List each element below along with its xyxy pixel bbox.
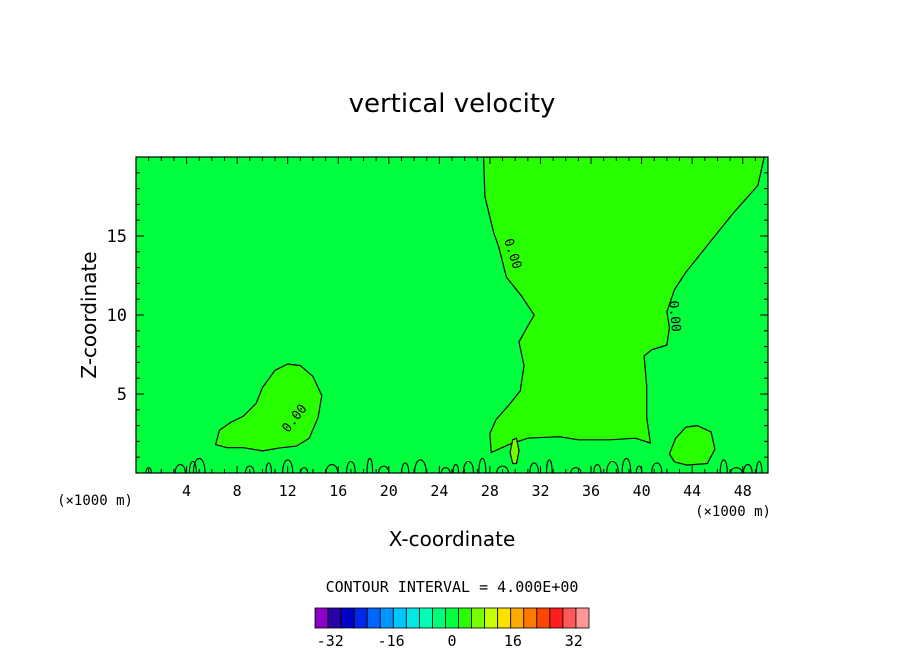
contour-wiggle bbox=[346, 460, 356, 473]
contour-region-right-bump bbox=[668, 424, 716, 466]
contour-wiggle bbox=[188, 460, 197, 473]
colorbar-swatch bbox=[353, 607, 368, 629]
x-tick-label: 44 bbox=[683, 482, 701, 500]
x-tick-label: 28 bbox=[481, 482, 499, 500]
colorbar-swatch bbox=[497, 607, 512, 629]
colorbar-swatch bbox=[418, 607, 433, 629]
contour-wiggle bbox=[265, 462, 273, 473]
contour-wiggle bbox=[244, 465, 255, 473]
contour-wiggle bbox=[366, 457, 374, 473]
contour-wiggle bbox=[742, 464, 753, 473]
contour-wiggle bbox=[570, 467, 582, 473]
x-unit-right: (×1000 m) bbox=[695, 504, 771, 520]
x-axis-label: X-coordinate bbox=[389, 527, 516, 551]
contour-wiggle bbox=[651, 462, 663, 473]
contour-wiggle bbox=[452, 464, 460, 473]
plot-area: 0.000.000.00 bbox=[135, 156, 769, 474]
x-tick-label: 8 bbox=[233, 482, 242, 500]
colorbar-swatch bbox=[392, 607, 407, 629]
colorbar-tick-label: -32 bbox=[317, 632, 344, 650]
colorbar-swatch bbox=[575, 607, 590, 629]
x-tick-label: 32 bbox=[531, 482, 549, 500]
colorbar-swatch bbox=[458, 607, 472, 629]
y-tick-labels: 5 10 15 bbox=[107, 227, 127, 405]
contour-wiggle bbox=[414, 459, 427, 473]
colorbar-swatch bbox=[510, 607, 525, 629]
colorbar-swatch bbox=[471, 607, 486, 629]
contour-wiggle bbox=[462, 460, 475, 473]
contour-wiggle bbox=[145, 467, 152, 473]
colorbar-swatch bbox=[327, 607, 342, 629]
contour-wiggle bbox=[593, 464, 602, 473]
colorbar-tick-label: 16 bbox=[504, 632, 522, 650]
colorbar-swatch bbox=[379, 607, 394, 629]
x-tick-label: 24 bbox=[430, 482, 448, 500]
contour-wiggle bbox=[606, 460, 619, 473]
y-tick-label: 5 bbox=[117, 385, 127, 405]
colorbar-swatch bbox=[445, 607, 459, 629]
colorbar-swatch bbox=[549, 607, 564, 629]
x-tick-label: 4 bbox=[182, 482, 191, 500]
x-unit-left: (×1000 m) bbox=[57, 493, 133, 509]
x-tick-label: 12 bbox=[279, 482, 297, 500]
y-tick-label: 10 bbox=[107, 306, 127, 326]
colorbar-swatch bbox=[536, 607, 551, 629]
colorbar-tick-label: -16 bbox=[378, 632, 405, 650]
contour-wiggle bbox=[755, 460, 763, 473]
colorbar-tick-label: 0 bbox=[447, 632, 456, 650]
x-tick-label: 48 bbox=[734, 482, 752, 500]
colorbar-swatch bbox=[484, 607, 499, 629]
x-tick-label: 16 bbox=[329, 482, 347, 500]
contour-wiggle bbox=[496, 465, 509, 473]
colorbar-swatch bbox=[405, 607, 420, 629]
contour-region-updraft-column bbox=[482, 157, 765, 454]
colorbar-swatch bbox=[562, 607, 577, 629]
contour-wiggle bbox=[621, 457, 632, 473]
contour-wiggle bbox=[719, 459, 728, 473]
colorbar-tick-label: 32 bbox=[565, 632, 583, 650]
y-axis-label: Z-coordinate bbox=[77, 251, 101, 378]
contour-wiggle bbox=[282, 459, 294, 473]
contour-wiggle bbox=[478, 457, 487, 473]
chart-title: vertical velocity bbox=[349, 89, 556, 119]
contour-wiggle bbox=[440, 467, 451, 473]
colorbar-swatch bbox=[523, 607, 538, 629]
x-tick-label: 20 bbox=[380, 482, 398, 500]
y-tick-label: 15 bbox=[107, 227, 127, 247]
colorbar-swatch bbox=[340, 607, 355, 629]
colorbar-swatch bbox=[314, 607, 329, 629]
contour-wiggle bbox=[545, 459, 553, 473]
contour-region-small-cell bbox=[509, 437, 520, 465]
colorbar-swatch bbox=[432, 607, 446, 629]
contour-wiggle bbox=[529, 462, 540, 473]
contour-wiggle bbox=[192, 457, 206, 473]
contour-interval-text: CONTOUR INTERVAL = 4.000E+00 bbox=[326, 578, 579, 596]
x-tick-label: 40 bbox=[633, 482, 651, 500]
x-tick-label: 36 bbox=[582, 482, 600, 500]
x-tick-labels: 4 8 12 16 20 24 28 32 36 40 44 48 bbox=[182, 482, 752, 500]
contour-wiggle bbox=[325, 464, 339, 473]
contour-region-low-left-lobe bbox=[214, 363, 323, 452]
contour-wiggle bbox=[730, 467, 743, 473]
colorbar: -32 -16 0 16 32 bbox=[314, 607, 590, 650]
contour-label: 0.00 bbox=[665, 300, 683, 333]
contour-wiggle bbox=[174, 464, 186, 473]
colorbar-swatch bbox=[366, 607, 381, 629]
